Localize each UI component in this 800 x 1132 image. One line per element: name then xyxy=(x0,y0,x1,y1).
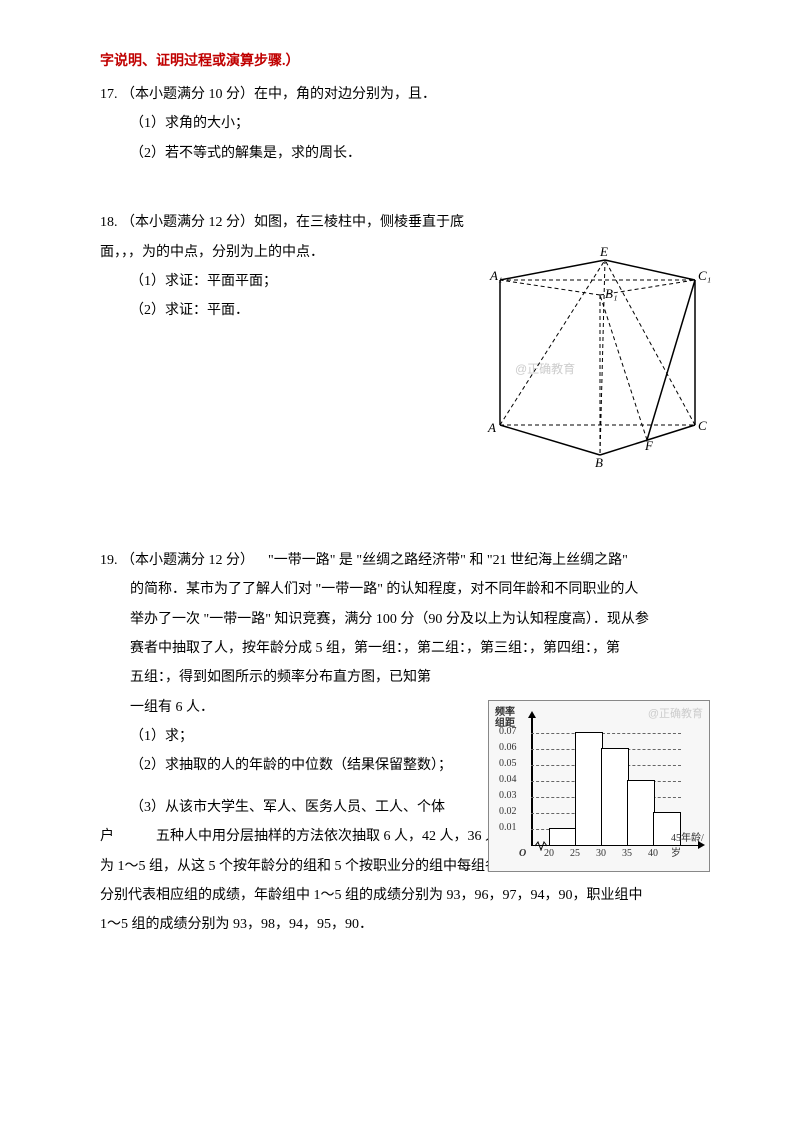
xtick-2: 25 xyxy=(570,848,580,859)
q18-stem: （本小题满分 12 分）如图，在三棱柱中，侧棱垂直于底面，，，为的中点，分别为上… xyxy=(100,215,464,259)
q19-stem-l5: 五组：，得到如图所示的频率分布直方图，已知第 xyxy=(130,663,700,692)
ytick-2: 0.02 xyxy=(499,806,517,817)
q19-stem-l3: 举办了一次 "一带一路" 知识竞赛，满分 100 分（90 分及以上为认知程度高… xyxy=(130,605,700,634)
q18-part-1: （1）求证：平面平面； xyxy=(130,267,470,296)
ytick-4: 0.04 xyxy=(499,774,517,785)
label-C: C xyxy=(698,418,707,434)
hist-origin: O xyxy=(519,848,526,859)
xtick-4: 35 xyxy=(622,848,632,859)
q19-stem-l2: 的简称．某市为了了解人们对 "一带一路" 的认知程度，对不同年龄和不同职业的人 xyxy=(130,575,700,604)
question-17: 17. （本小题满分 10 分）在中，角的对边分别为，且． （1）求角的大小； … xyxy=(100,80,700,168)
xtick-5: 40 xyxy=(648,848,658,859)
ytick-6: 0.06 xyxy=(499,742,517,753)
q19-stem-l4: 赛者中抽取了人，按年龄分成 5 组，第一组：，第二组：，第三组：，第四组：，第 xyxy=(130,634,700,663)
ytick-5: 0.05 xyxy=(499,758,517,769)
q17-part-2: （2）若不等式的解集是，求的周长． xyxy=(130,139,700,168)
watermark-prism: @正确教育 xyxy=(515,360,575,377)
hist-xlabel: 45年龄/岁 xyxy=(671,829,709,859)
q17-stem: （本小题满分 10 分）在中，角的对边分别为，且． xyxy=(121,87,436,102)
label-A1: A₁ xyxy=(490,268,502,284)
q19-number: 19. xyxy=(100,553,118,568)
hist-bar-2 xyxy=(575,732,603,846)
q18-part-2: （2）求证：平面． xyxy=(130,296,470,325)
label-F: F xyxy=(645,438,653,454)
watermark-hist: @正确教育 xyxy=(648,705,703,721)
xtick-3: 30 xyxy=(596,848,606,859)
label-C1: C₁ xyxy=(698,268,711,284)
ytick-1: 0.01 xyxy=(499,822,517,833)
label-B: B xyxy=(595,455,603,471)
label-E: E xyxy=(600,244,608,260)
q19-part-3-l4: 分别代表相应组的成绩，年龄组中 1～5 组的成绩分别为 93，96，97，94，… xyxy=(100,881,700,910)
q19-stem-l1: （本小题满分 12 分） "一带一路" 是 "丝绸之路经济带" 和 "21 世纪… xyxy=(121,553,628,568)
xtick-1: 20 xyxy=(544,848,554,859)
label-B1: B₁ xyxy=(605,286,617,302)
q17-number: 17. xyxy=(100,87,118,102)
ytick-3: 0.03 xyxy=(499,790,517,801)
section-instruction: 字说明、证明过程或演算步骤.） xyxy=(100,50,700,70)
hist-bar-4 xyxy=(627,780,655,846)
q17-part-1: （1）求角的大小； xyxy=(130,109,700,138)
hist-bar-3 xyxy=(601,748,629,846)
ytick-7: 0.07 xyxy=(499,726,517,737)
hist-bar-1 xyxy=(549,828,577,846)
q18-number: 18. xyxy=(100,215,118,230)
q19-part-3-l5: 1～5 组的成绩分别为 93，98，94，95，90． xyxy=(100,910,700,939)
prism-figure: A₁ E C₁ B₁ A C B F @正确教育 xyxy=(480,250,710,470)
histogram-figure: @正确教育 频率组距 O 0.01 0.02 0.03 0.04 0.05 0.… xyxy=(488,700,710,872)
label-A: A xyxy=(488,420,496,436)
